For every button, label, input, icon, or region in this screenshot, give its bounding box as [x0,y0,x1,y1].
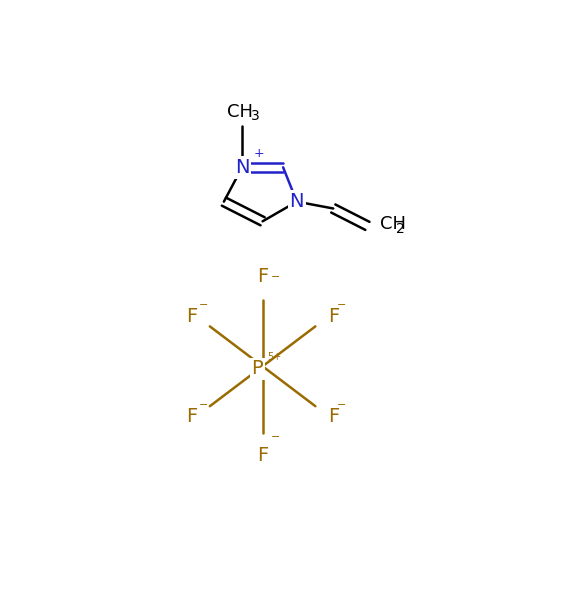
Text: F: F [328,407,339,426]
Text: F: F [257,267,268,286]
Text: N: N [289,192,304,211]
Text: −: − [336,400,346,410]
Text: −: − [336,300,346,310]
Text: −: − [271,432,280,442]
Text: CH: CH [380,215,406,233]
Text: CH: CH [227,103,253,121]
Text: 3: 3 [252,109,260,122]
Text: N: N [235,158,249,177]
Text: 5+: 5+ [267,352,282,362]
Text: F: F [186,407,197,426]
Text: 2: 2 [396,222,405,236]
Text: F: F [186,307,197,326]
Text: −: − [199,300,208,310]
Text: F: F [257,446,268,465]
Text: −: − [199,400,208,410]
Text: +: + [253,147,264,160]
Text: F: F [328,307,339,326]
Text: P: P [251,359,263,378]
Text: −: − [271,271,280,282]
